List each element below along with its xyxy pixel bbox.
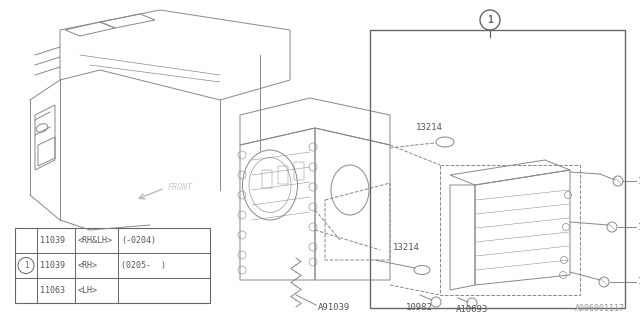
Text: FRONT: FRONT	[168, 182, 193, 191]
Text: 13214: 13214	[416, 124, 443, 132]
Text: 11039: 11039	[40, 236, 65, 245]
Bar	[370, 30, 625, 308]
Text: 10993*A: 10993*A	[638, 277, 640, 286]
Text: A91039: A91039	[318, 302, 350, 311]
Text: 10993*B: 10993*B	[638, 222, 640, 231]
Bar	[278, 166, 288, 184]
Text: 1: 1	[487, 15, 493, 25]
Text: <RH&LH>: <RH&LH>	[78, 236, 113, 245]
Text: A006001117: A006001117	[575, 304, 625, 313]
Bar	[15, 228, 210, 303]
Text: 10993*A: 10993*A	[638, 177, 640, 186]
Text: <LH>: <LH>	[78, 286, 98, 295]
Text: 13214: 13214	[393, 244, 420, 252]
Bar	[262, 170, 272, 188]
Text: (0205-  ): (0205- )	[121, 261, 166, 270]
Text: (-0204): (-0204)	[121, 236, 156, 245]
Bar	[294, 162, 304, 180]
Text: 11063: 11063	[40, 286, 65, 295]
Text: 10982: 10982	[406, 302, 433, 311]
Text: A10693: A10693	[456, 306, 488, 315]
Text: 1: 1	[24, 261, 28, 270]
Text: 11039: 11039	[40, 261, 65, 270]
Text: <RH>: <RH>	[78, 261, 98, 270]
